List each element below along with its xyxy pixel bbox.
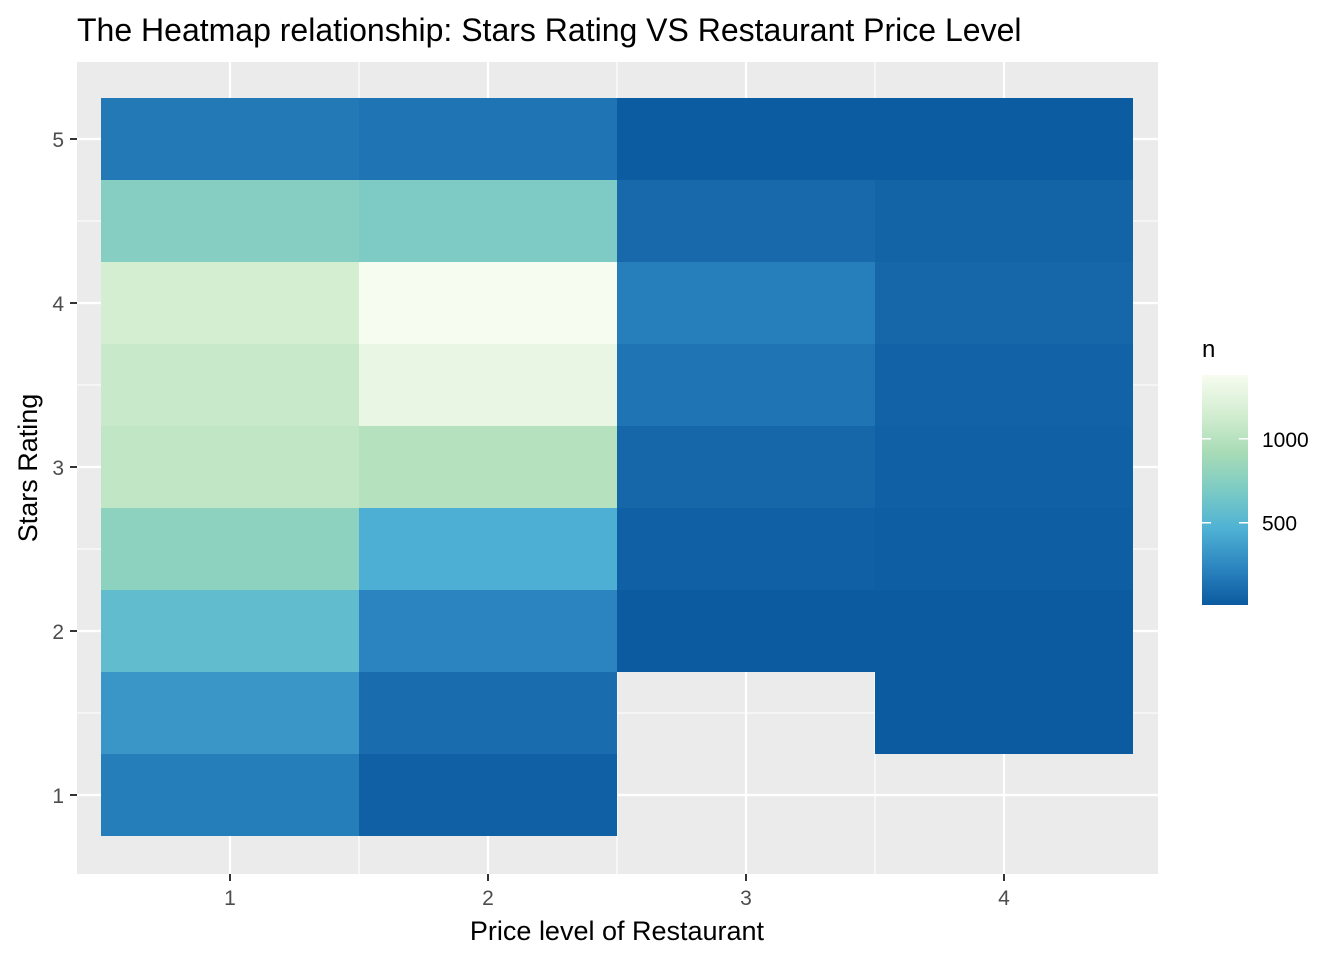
heatmap-cell xyxy=(875,426,1133,508)
y-tick-label: 5 xyxy=(52,129,64,152)
heatmap-cell xyxy=(617,180,875,262)
heatmap-cell xyxy=(359,262,617,344)
x-tick-label: 3 xyxy=(740,887,752,910)
y-axis-title: Stars Rating xyxy=(13,394,43,543)
heatmap-cell xyxy=(617,508,875,590)
heatmap-cell xyxy=(359,426,617,508)
legend-colorbar xyxy=(1202,375,1248,605)
heatmap-cell xyxy=(101,590,359,672)
heatmap-cell xyxy=(359,754,617,836)
legend: n 1000 500 xyxy=(1202,336,1309,605)
legend-label: 1000 xyxy=(1262,429,1309,452)
heatmap-cell xyxy=(101,426,359,508)
heatmap-cell xyxy=(875,590,1133,672)
heatmap-cell xyxy=(359,590,617,672)
y-tick-label: 2 xyxy=(52,621,64,644)
heatmap-cell xyxy=(101,180,359,262)
heatmap-cell xyxy=(359,672,617,754)
x-axis-title: Price level of Restaurant xyxy=(470,916,765,946)
chart-title: The Heatmap relationship: Stars Rating V… xyxy=(77,12,1021,48)
legend-title: n xyxy=(1202,336,1215,363)
x-tick-label: 1 xyxy=(224,887,236,910)
heatmap-cell xyxy=(101,344,359,426)
y-tick-label: 4 xyxy=(52,293,64,316)
heatmap-cell xyxy=(617,590,875,672)
x-tick-label: 2 xyxy=(482,887,494,910)
y-tick-label: 3 xyxy=(52,457,64,480)
heatmap-cell xyxy=(875,262,1133,344)
heatmap-cell xyxy=(359,344,617,426)
heatmap-cell xyxy=(101,754,359,836)
heatmap-cell xyxy=(875,180,1133,262)
legend-label: 500 xyxy=(1262,513,1297,536)
x-tick-label: 4 xyxy=(998,887,1010,910)
heatmap-cell xyxy=(617,262,875,344)
heatmap-cell xyxy=(101,508,359,590)
heatmap-cell xyxy=(101,98,359,180)
heatmap-cell xyxy=(617,98,875,180)
heatmap-cell xyxy=(875,508,1133,590)
y-tick-label: 1 xyxy=(52,785,64,808)
heatmap-cell xyxy=(875,98,1133,180)
heatmap-cell xyxy=(359,98,617,180)
heatmap-cell xyxy=(359,508,617,590)
heatmap-cell xyxy=(617,426,875,508)
heatmap-cell xyxy=(101,262,359,344)
heatmap-cell xyxy=(359,180,617,262)
heatmap-cell xyxy=(617,344,875,426)
axes: 1 2 3 4 1 2 3 4 5 xyxy=(52,129,1010,910)
heatmap-cell xyxy=(101,672,359,754)
heatmap-cell xyxy=(875,672,1133,754)
heatmap-cells xyxy=(101,98,1133,836)
heatmap-cell xyxy=(875,344,1133,426)
